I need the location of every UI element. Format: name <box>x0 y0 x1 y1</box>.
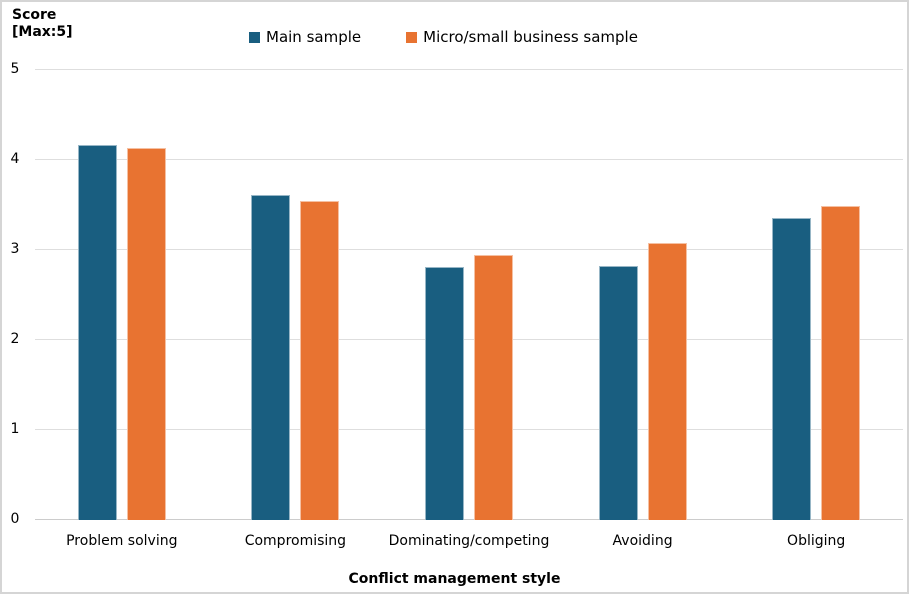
y-tick-label: 2 <box>10 331 20 347</box>
x-category-label: Obliging <box>787 533 846 549</box>
y-tick-label: 0 <box>10 511 20 527</box>
x-axis-line <box>35 519 903 520</box>
gridline <box>35 429 903 430</box>
y-tick-label: 5 <box>10 61 20 77</box>
bar <box>424 267 464 520</box>
bar <box>473 254 513 520</box>
bar-group <box>382 70 556 520</box>
legend: Main sample Micro/small business sample <box>249 30 638 45</box>
y-tick-label: 4 <box>10 151 20 167</box>
legend-swatch-main-sample <box>249 32 260 43</box>
x-category-label: Avoiding <box>612 533 673 549</box>
bar <box>821 205 861 520</box>
bar <box>126 148 166 520</box>
legend-swatch-micro-small-sample <box>406 32 418 43</box>
legend-item-main-sample: Main sample <box>249 30 361 45</box>
bars-layer <box>35 70 903 520</box>
gridline <box>35 339 903 340</box>
legend-label-micro-small-sample: Micro/small business sample <box>423 28 638 46</box>
bar <box>300 201 340 520</box>
gridline <box>35 69 903 70</box>
y-axis-tick-labels: 0 1 2 3 4 5 <box>2 61 30 527</box>
plot-area <box>35 69 903 520</box>
bar <box>647 242 687 520</box>
legend-item-micro-small-sample: Micro/small business sample <box>406 30 638 45</box>
x-category-labels: Problem solving Compromising Dominating/co… <box>35 533 903 550</box>
bar-group <box>35 70 209 520</box>
legend-label-main-sample: Main sample <box>266 28 362 46</box>
bar-group <box>556 70 730 520</box>
x-axis-title: Conflict management style <box>348 571 561 587</box>
bar <box>772 217 812 520</box>
bar <box>598 266 638 520</box>
x-category-label: Problem solving <box>66 533 178 549</box>
gridline <box>35 159 903 160</box>
x-category-label: Compromising <box>244 533 347 549</box>
bar-group <box>209 70 383 520</box>
y-axis-title: Score [Max:5] <box>12 7 73 40</box>
bar-group <box>729 70 903 520</box>
gridline <box>35 249 903 250</box>
x-category-label: Dominating/competing <box>388 533 550 549</box>
y-tick-label: 3 <box>10 241 20 257</box>
y-tick-label: 1 <box>10 421 20 437</box>
bar <box>251 195 291 520</box>
bar <box>77 144 117 520</box>
